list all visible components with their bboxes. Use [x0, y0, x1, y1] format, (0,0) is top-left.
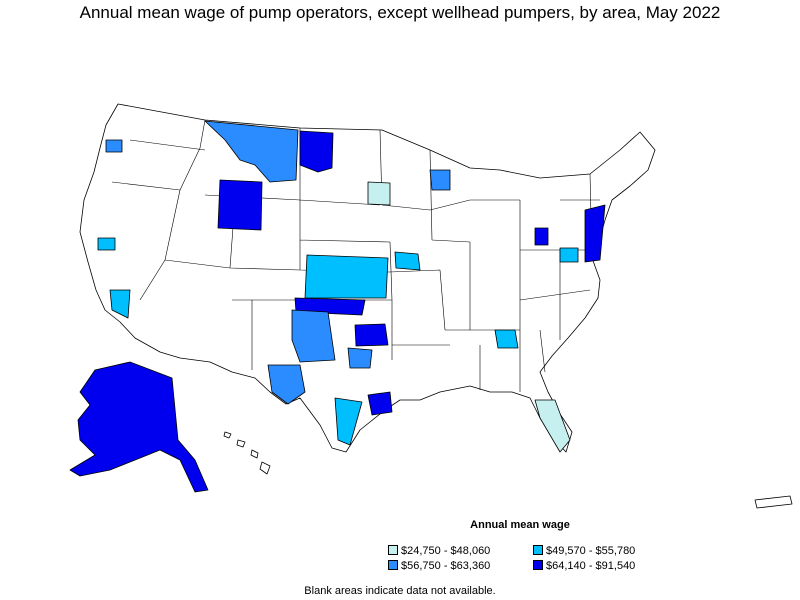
legend-label-3: $56,750 - $63,360 — [401, 560, 491, 572]
legend-title: Annual mean wage — [470, 519, 570, 531]
area-missouri — [394, 251, 421, 271]
map-title: Annual mean wage of pump operators, exce… — [79, 3, 721, 22]
legend-item-1: $24,750 - $48,060 — [388, 545, 490, 559]
area-south-texas — [334, 397, 363, 446]
legend-label-2: $49,570 - $55,780 — [546, 545, 636, 557]
area-alaska — [69, 361, 209, 493]
legend-swatch-2 — [533, 545, 543, 555]
legend: $24,750 - $48,060 $49,570 - $55,780 $56,… — [388, 545, 688, 579]
area-georgia — [494, 329, 519, 349]
no-data-note: Blank areas indicate data not available. — [304, 585, 496, 597]
area-northeast — [584, 204, 606, 263]
state-lines — [111, 119, 600, 392]
area-central-texas — [347, 347, 373, 369]
area-southern-california — [109, 289, 131, 319]
area-florida — [534, 399, 571, 453]
area-houston — [367, 391, 393, 416]
area-west-texas — [267, 364, 306, 405]
area-virginia — [559, 247, 579, 263]
legend-item-3: $56,750 - $63,360 — [388, 560, 490, 574]
legend-label-1: $24,750 - $48,060 — [401, 545, 491, 557]
legend-label-4: $64,140 - $91,540 — [546, 560, 636, 572]
area-nm-east — [291, 309, 336, 363]
area-northern-california — [97, 237, 116, 251]
area-ohio — [534, 227, 549, 246]
area-puerto-rico — [754, 495, 793, 509]
area-dallas — [354, 323, 389, 347]
area-wisconsin — [429, 169, 451, 191]
legend-swatch-4 — [533, 560, 543, 570]
area-north-dakota — [299, 130, 334, 173]
area-kansas — [304, 254, 389, 299]
legend-swatch-3 — [388, 560, 398, 570]
legend-item-4: $64,140 - $91,540 — [533, 560, 635, 574]
area-montana-west — [204, 120, 299, 183]
legend-swatch-1 — [388, 545, 398, 555]
area-minnesota — [367, 181, 391, 206]
legend-item-2: $49,570 - $55,780 — [533, 545, 635, 559]
area-hawaii — [223, 431, 271, 475]
area-washington — [105, 139, 123, 153]
area-wyoming — [217, 179, 263, 231]
